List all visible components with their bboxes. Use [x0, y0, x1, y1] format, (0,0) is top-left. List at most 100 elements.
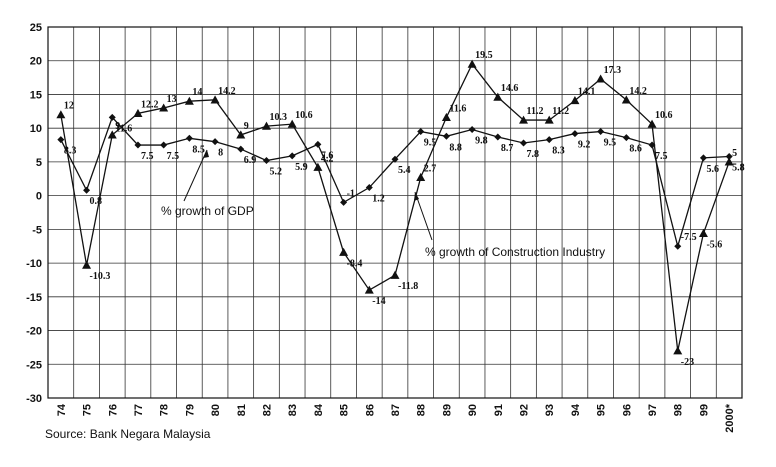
gdp-data-label: 7.5	[655, 151, 668, 162]
gdp-data-label: 8.3	[552, 146, 565, 157]
construction-point	[596, 74, 606, 83]
y-tick-label: -15	[26, 292, 42, 304]
gdp-point	[494, 133, 502, 141]
construction-point	[416, 172, 426, 182]
y-tick-label: 20	[30, 56, 42, 68]
x-tick-label: 78	[159, 404, 171, 416]
construction-annotation-arrow	[414, 191, 433, 241]
gdp-point	[622, 134, 630, 142]
construction-point	[493, 92, 503, 101]
construction-data-label: 12	[64, 101, 74, 112]
x-tick-label: 84	[313, 403, 325, 416]
construction-data-label: 14.1	[578, 87, 596, 98]
construction-data-label: 14.2	[218, 86, 236, 97]
x-tick-label: 77	[133, 404, 145, 416]
gdp-data-label: 6.9	[244, 155, 257, 166]
gdp-data-label: -7.5	[681, 232, 697, 243]
plot-frame	[47, 26, 743, 399]
gdp-data-label: 5.4	[398, 165, 411, 176]
construction-data-label: 10.3	[269, 112, 287, 123]
construction-point	[133, 108, 143, 117]
construction-data-label: 13	[167, 94, 177, 105]
x-tick-label: 86	[364, 404, 376, 416]
x-tick-label: 91	[493, 404, 505, 416]
gdp-annotation: % growth of GDP	[161, 204, 254, 218]
x-tick-label: 96	[621, 404, 633, 416]
construction-point	[390, 270, 400, 279]
gdp-point	[262, 157, 270, 165]
construction-point	[519, 115, 529, 124]
gdp-point	[699, 154, 707, 162]
gdp-data-label: 5.2	[269, 167, 282, 178]
construction-annotation-arrowhead	[414, 192, 419, 201]
data-labels: 8.3 0.8 11.6 7.5 7.5 8.5 8 6.9 5.2 5.9 7.6 -1 1.2 5.4…	[64, 50, 745, 368]
construction-point	[544, 115, 554, 124]
y-tick-label: 5	[36, 157, 42, 169]
gdp-point	[674, 242, 682, 250]
gdp-data-label: 0.8	[90, 196, 103, 207]
x-tick-label: 80	[210, 404, 222, 416]
gdp-point	[134, 141, 142, 149]
gdp-point	[417, 128, 425, 136]
construction-data-label: 11.2	[527, 106, 544, 117]
construction-data-label: 17.3	[604, 65, 622, 76]
construction-data-label: 14	[192, 87, 202, 98]
x-tick-label: 75	[82, 404, 94, 416]
construction-point	[159, 103, 169, 112]
x-tick-label: 94	[570, 403, 582, 416]
y-tick-label: 15	[30, 89, 42, 101]
gdp-point	[83, 186, 91, 194]
gdp-data-label: 9.8	[475, 136, 488, 147]
gdp-point	[545, 136, 553, 144]
gdp-point	[160, 141, 168, 149]
x-tick-label: 76	[107, 404, 119, 416]
y-tick-label: 10	[30, 123, 42, 135]
gdp-point	[340, 198, 348, 206]
gdp-point	[211, 138, 219, 146]
y-tick-label: 25	[30, 22, 42, 34]
construction-point	[339, 247, 349, 256]
gdp-point	[108, 113, 116, 121]
gdp-point	[391, 155, 399, 163]
x-tick-label: 89	[441, 404, 453, 416]
y-tick-label: -20	[26, 326, 42, 338]
construction-data-label: 14.2	[629, 86, 647, 97]
gdp-annotation-arrowhead	[203, 150, 209, 158]
construction-data-label: 14.6	[501, 83, 519, 94]
y-tick-label: -25	[26, 359, 42, 371]
construction-point	[236, 130, 246, 139]
construction-annotation: % growth of Construction Industry	[425, 245, 605, 259]
x-tick-label: 93	[544, 404, 556, 416]
construction-point	[56, 110, 66, 119]
x-tick-label: 99	[698, 404, 710, 416]
y-tick-label: 0	[36, 191, 42, 203]
construction-data-label: -14	[372, 296, 385, 307]
construction-data-label: -8.4	[347, 258, 363, 269]
gdp-point	[520, 139, 528, 147]
y-tick-labels: 25 20 15 10 5 0 -5 -10 -15 -20 -25 -30	[26, 22, 42, 405]
construction-point	[364, 285, 374, 294]
gdp-data-label: 8	[218, 148, 223, 159]
gdp-data-label: 7.5	[167, 151, 180, 162]
gdp-point	[597, 128, 605, 136]
gdp-data-label: 7.6	[321, 150, 334, 161]
x-tick-label: 92	[519, 404, 531, 416]
construction-point	[570, 96, 580, 105]
x-tick-label: 83	[287, 404, 299, 416]
gdp-data-label: 8.8	[449, 142, 462, 153]
x-tick-label: 98	[673, 404, 685, 416]
y-tick-label: -5	[32, 224, 42, 236]
x-tick-label: 81	[236, 404, 248, 416]
y-tick-label: -10	[26, 258, 42, 270]
annotations: % growth of GDP % growth of Construction…	[161, 149, 605, 259]
construction-data-label: 10.6	[295, 110, 313, 121]
gdp-point	[725, 153, 733, 161]
gdp-point	[185, 134, 193, 142]
construction-point	[673, 346, 683, 355]
construction-point	[313, 162, 323, 171]
gdp-point	[237, 145, 245, 153]
gdp-data-label: 9.2	[578, 140, 591, 151]
grid	[47, 26, 743, 399]
construction-data-label: 2.7	[424, 163, 437, 174]
